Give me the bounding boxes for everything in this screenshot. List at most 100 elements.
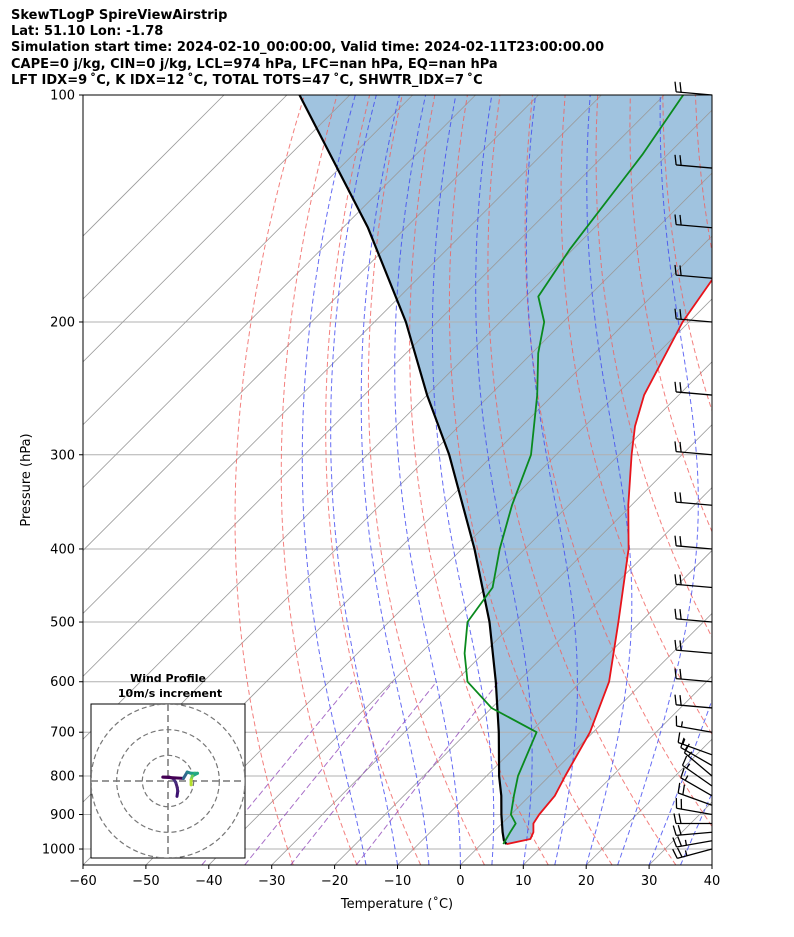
isotherm-line bbox=[711, 864, 712, 865]
wind-barb-flag bbox=[679, 695, 682, 706]
wind-barb-staff bbox=[680, 777, 713, 797]
wind-barb bbox=[674, 381, 713, 396]
isotherm-line bbox=[83, 95, 288, 300]
wind-barb-half-flag bbox=[686, 763, 691, 769]
dry-adiabat-line bbox=[280, 95, 358, 865]
y-tick-label: 600 bbox=[50, 675, 75, 690]
wind-barb-half-flag bbox=[684, 775, 689, 781]
cape-cin-shading bbox=[299, 95, 712, 845]
wind-barb-flag bbox=[674, 574, 677, 585]
moist-adiabat-line bbox=[360, 95, 430, 865]
wind-barb-staff bbox=[676, 501, 713, 506]
isotherm-line bbox=[334, 487, 712, 865]
wind-barb-flag bbox=[676, 847, 683, 858]
background-grid bbox=[83, 95, 794, 865]
wind-barb-flag bbox=[679, 668, 682, 680]
wind-barb bbox=[674, 608, 713, 623]
moist-adiabat-line bbox=[431, 95, 495, 865]
wind-barb-flag bbox=[674, 264, 677, 276]
wind-barb-flag bbox=[674, 639, 677, 651]
wind-barb-staff bbox=[676, 91, 713, 96]
dry-adiabat-line bbox=[560, 95, 712, 736]
wind-barb-staff bbox=[676, 223, 713, 229]
x-tick-label: −20 bbox=[321, 874, 348, 889]
wind-barb bbox=[673, 813, 712, 825]
wind-barb bbox=[674, 668, 713, 683]
dry-adiabat-line bbox=[595, 95, 712, 639]
wind-barb bbox=[674, 535, 713, 550]
wind-barbs bbox=[672, 81, 713, 859]
dry-adiabat-line bbox=[487, 95, 677, 865]
wind-barb-staff bbox=[676, 677, 713, 683]
wind-barb-staff bbox=[676, 318, 713, 323]
wind-barb-flag bbox=[679, 492, 682, 503]
x-tick-label: −50 bbox=[132, 874, 159, 889]
wind-barb-flag bbox=[674, 668, 677, 679]
wind-barb-flag bbox=[677, 836, 683, 847]
wind-barb bbox=[683, 743, 713, 777]
wind-barb bbox=[674, 214, 713, 229]
mixing-ratio-line bbox=[244, 681, 394, 865]
y-tick-label: 100 bbox=[50, 89, 75, 104]
dry-adiabat-line bbox=[662, 95, 712, 413]
wind-barb-staff bbox=[676, 840, 713, 848]
wind-barb bbox=[677, 782, 713, 806]
x-tick-label: 0 bbox=[456, 874, 464, 889]
sounding-profiles bbox=[298, 95, 712, 845]
isotherm-line bbox=[83, 95, 225, 237]
wind-barb-flag bbox=[674, 214, 677, 225]
wind-barb-flag bbox=[677, 732, 681, 743]
indices-text-1: CAPE=0 j/kg, CIN=0 j/kg, LCL=974 hPa, LF… bbox=[11, 56, 498, 72]
time-text: Simulation start time: 2024-02-10_00:00:… bbox=[11, 40, 604, 56]
wind-barb bbox=[674, 308, 713, 323]
wind-barb bbox=[674, 491, 713, 506]
wind-barb-flag bbox=[677, 782, 681, 794]
moist-adiabat-line bbox=[585, 95, 633, 865]
x-tick-label: −40 bbox=[195, 874, 222, 889]
wind-barb-flag bbox=[679, 82, 682, 93]
wind-barb bbox=[681, 755, 713, 787]
wind-barb-flag bbox=[674, 694, 677, 705]
x-tick-label: −60 bbox=[69, 874, 96, 889]
y-tick-label: 1000 bbox=[42, 843, 75, 858]
moist-adiabat-line bbox=[680, 791, 712, 865]
wind-barb-flag bbox=[679, 640, 682, 651]
wind-barb-staff bbox=[684, 752, 713, 777]
hodograph-subtitle: 10m/s increment bbox=[118, 687, 222, 700]
wind-barb bbox=[675, 798, 713, 816]
wind-barb-flag bbox=[674, 381, 677, 392]
isotherm-line bbox=[271, 424, 712, 865]
x-axis-label: Temperature (˚C) bbox=[340, 896, 453, 912]
wind-barb-flag bbox=[679, 609, 682, 620]
wind-barb-half-flag bbox=[682, 738, 686, 745]
wind-barb-flag bbox=[674, 154, 677, 166]
dewpoint-profile-line bbox=[463, 95, 684, 845]
moist-adiabat-line bbox=[301, 95, 367, 865]
dry-adiabat-line bbox=[367, 95, 485, 865]
wind-barb-flag bbox=[672, 837, 678, 848]
x-tick-label: −10 bbox=[384, 874, 411, 889]
indices-text-2: LFT IDX=9 ˚C, K IDX=12 ˚C, TOTAL TOTS=47… bbox=[11, 72, 483, 88]
wind-barb bbox=[674, 441, 713, 456]
wind-barb-flag bbox=[677, 824, 682, 836]
chart-header: SkewTLogP SpireViewAirstrip Lat: 51.10 L… bbox=[11, 8, 604, 89]
wind-barb bbox=[674, 154, 713, 169]
chart-title: SkewTLogP SpireViewAirstrip bbox=[11, 8, 228, 23]
hodograph-title: Wind Profile bbox=[130, 672, 206, 685]
isotherm-line bbox=[397, 549, 712, 865]
dry-adiabat-line bbox=[728, 95, 794, 865]
wind-barb-flag bbox=[679, 441, 682, 453]
wind-barb-staff bbox=[682, 764, 713, 787]
wind-barb-flag bbox=[672, 825, 677, 836]
wind-barb-flag bbox=[672, 848, 678, 859]
y-tick-label: 200 bbox=[50, 315, 75, 330]
mixing-ratio-line bbox=[355, 681, 499, 865]
moist-adiabat-line bbox=[525, 95, 578, 865]
y-tick-label: 800 bbox=[50, 769, 75, 784]
wind-barb bbox=[675, 715, 713, 733]
moist-adiabat-line bbox=[617, 95, 699, 865]
wind-barb-flag bbox=[679, 155, 682, 166]
dry-adiabat-line bbox=[234, 95, 305, 865]
moist-adiabat-line bbox=[711, 863, 712, 865]
